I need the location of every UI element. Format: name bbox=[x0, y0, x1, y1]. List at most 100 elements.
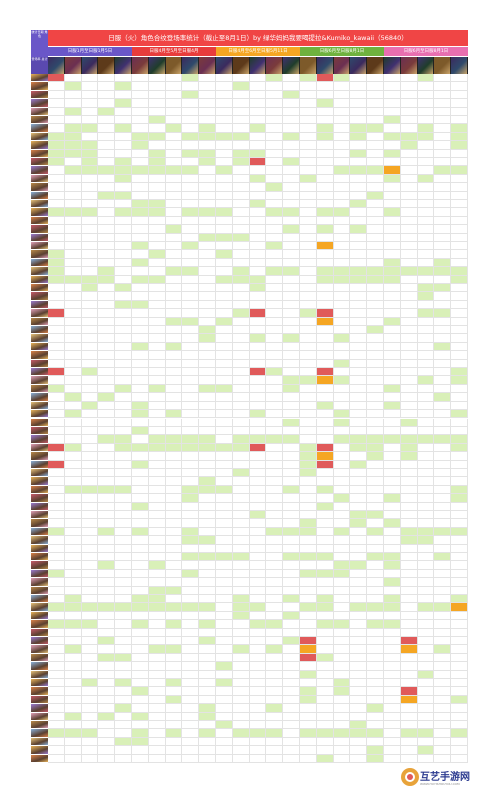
grid-cell bbox=[98, 183, 116, 192]
grid-cell bbox=[316, 74, 334, 83]
grid-cell bbox=[367, 620, 384, 629]
grid-cell bbox=[384, 435, 401, 444]
grid-cell bbox=[216, 477, 233, 486]
grid-cell bbox=[64, 242, 82, 251]
grid-cell bbox=[81, 174, 99, 184]
grid-cell bbox=[266, 200, 284, 209]
grid-cell bbox=[283, 132, 300, 142]
grid-cell bbox=[283, 729, 300, 738]
grid-cell bbox=[64, 258, 82, 268]
grid-cell bbox=[300, 552, 317, 562]
grid-cell bbox=[249, 174, 267, 184]
grid-cell bbox=[400, 460, 418, 469]
grid-cell bbox=[81, 645, 99, 654]
grid-cell bbox=[417, 225, 435, 234]
grid-cell bbox=[367, 99, 384, 108]
grid-cell bbox=[283, 552, 300, 562]
grid-cell bbox=[98, 678, 116, 688]
grid-cell bbox=[81, 754, 99, 763]
grid-cell bbox=[316, 292, 334, 301]
grid-cell bbox=[115, 200, 132, 209]
grid-cell bbox=[232, 485, 250, 495]
grid-cell bbox=[384, 502, 401, 511]
grid-cell bbox=[132, 477, 149, 486]
grid-cell bbox=[115, 74, 132, 83]
grid-cell bbox=[132, 687, 149, 696]
grid-cell bbox=[283, 107, 300, 116]
grid-cell bbox=[216, 527, 233, 537]
grid-cell bbox=[216, 569, 233, 579]
grid-cell bbox=[115, 636, 132, 646]
grid-cell bbox=[367, 578, 384, 587]
grid-cell bbox=[316, 536, 334, 545]
grid-cell bbox=[232, 510, 250, 520]
grid-cell bbox=[266, 124, 284, 133]
grid-cell bbox=[367, 393, 384, 402]
grid-cell bbox=[98, 527, 116, 537]
grid-cell bbox=[417, 452, 435, 461]
grid-cell bbox=[48, 578, 65, 587]
grid-cell bbox=[165, 628, 183, 637]
grid-cell bbox=[417, 653, 435, 663]
grid-cell bbox=[350, 116, 368, 125]
character-portrait-icon bbox=[31, 208, 48, 217]
grid-cell bbox=[451, 326, 468, 335]
grid-cell bbox=[165, 384, 183, 394]
grid-cell bbox=[182, 292, 200, 301]
grid-cell bbox=[451, 687, 468, 696]
grid-cell bbox=[400, 132, 418, 142]
grid-cell bbox=[148, 124, 166, 133]
grid-cell bbox=[48, 536, 65, 545]
grid-cell bbox=[249, 410, 267, 419]
grid-cell bbox=[417, 611, 435, 621]
grid-cell bbox=[182, 527, 200, 537]
grid-cell bbox=[367, 174, 384, 184]
grid-cell bbox=[199, 485, 216, 495]
grid-cell bbox=[216, 695, 233, 705]
grid-cell bbox=[48, 242, 65, 251]
grid-cell bbox=[300, 267, 317, 276]
grid-cell bbox=[400, 628, 418, 637]
grid-cell bbox=[350, 754, 368, 763]
grid-cell bbox=[98, 452, 116, 461]
grid-cell bbox=[367, 116, 384, 125]
grid-cell bbox=[283, 334, 300, 343]
grid-cell bbox=[333, 418, 351, 427]
grid-cell bbox=[434, 695, 452, 705]
grid-cell bbox=[81, 720, 99, 730]
grid-cell bbox=[316, 359, 334, 369]
grid-cell bbox=[266, 611, 284, 621]
character-portrait-icon bbox=[31, 519, 48, 528]
grid-cell bbox=[132, 527, 149, 537]
grid-cell bbox=[115, 82, 132, 91]
grid-cell bbox=[216, 158, 233, 167]
grid-cell bbox=[417, 678, 435, 688]
grid-cell bbox=[300, 443, 317, 453]
grid-cell bbox=[64, 460, 82, 469]
grid-cell bbox=[148, 519, 166, 528]
character-portrait-icon bbox=[31, 132, 48, 142]
grid-cell bbox=[232, 242, 250, 251]
grid-cell bbox=[199, 569, 216, 579]
grid-cell bbox=[148, 317, 166, 327]
grid-cell bbox=[182, 611, 200, 621]
grid-cell bbox=[132, 561, 149, 570]
grid-cell bbox=[165, 519, 183, 528]
grid-cell bbox=[232, 712, 250, 721]
grid-cell bbox=[417, 620, 435, 629]
grid-cell bbox=[300, 468, 317, 478]
grid-cell bbox=[115, 552, 132, 562]
grid-cell bbox=[266, 275, 284, 285]
grid-cell bbox=[232, 82, 250, 91]
grid-cell bbox=[115, 603, 132, 612]
grid-cell bbox=[64, 435, 82, 444]
grid-cell bbox=[148, 99, 166, 108]
grid-cell bbox=[283, 452, 300, 461]
grid-cell bbox=[384, 536, 401, 545]
grid-cell bbox=[148, 544, 166, 553]
grid-cell bbox=[384, 116, 401, 125]
table-title: 日服（火）角色合纹登场率统计（截止至8月1日）by 绿华妈妈我要喝提拉&Kumi… bbox=[48, 30, 468, 46]
grid-cell bbox=[434, 628, 452, 637]
grid-cell bbox=[316, 452, 334, 461]
grid-cell bbox=[148, 284, 166, 293]
